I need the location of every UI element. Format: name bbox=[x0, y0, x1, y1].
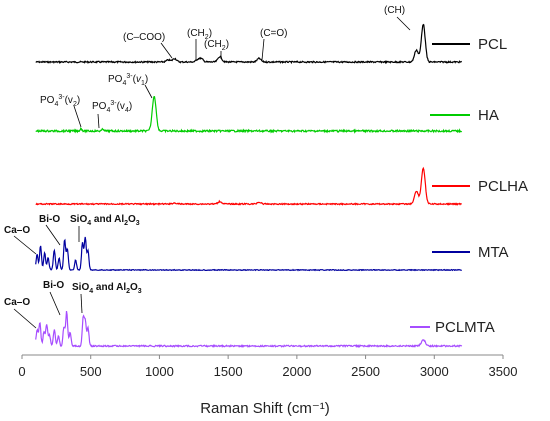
annotation-pcl-c-o: (C=O) bbox=[260, 28, 288, 39]
annotation-pclmta-sio4-al2o3: SiO4 and Al2O3 bbox=[72, 282, 142, 295]
series-line-ha bbox=[35, 96, 463, 134]
x-tick-label: 1000 bbox=[145, 364, 174, 379]
annotation-pclmta-bi-o: Bi-O bbox=[43, 280, 64, 291]
legend-label-ha: HA bbox=[478, 107, 499, 124]
x-tick-label: 2000 bbox=[282, 364, 311, 379]
legend-label-pclmta: PCLMTA bbox=[435, 319, 495, 336]
annotations: (C–COO) (CH2) (CH2) (C=O) (CH) PO43-(v1)… bbox=[4, 5, 411, 329]
annotation-mta-ca-o: Ca–O bbox=[4, 225, 30, 236]
annotation-pcl-c-coo: (C–COO) bbox=[123, 32, 165, 43]
x-tick-label: 1500 bbox=[214, 364, 243, 379]
x-tick-label: 3000 bbox=[420, 364, 449, 379]
annotation-pcl-ch2-1: (CH2) bbox=[187, 28, 212, 41]
annotation-mta-sio4-al2o3: SiO4 and Al2O3 bbox=[70, 214, 140, 227]
x-tick-label: 0 bbox=[18, 364, 25, 379]
legend-label-pcl: PCL bbox=[478, 36, 507, 53]
annotation-mta-bi-o: Bi-O bbox=[39, 214, 60, 225]
annotation-pcl-ch2-2: (CH2) bbox=[204, 39, 229, 52]
x-axis-label: Raman Shift (cm⁻¹) bbox=[200, 400, 330, 417]
legend-label-mta: MTA bbox=[478, 244, 509, 261]
x-tick-label: 500 bbox=[80, 364, 102, 379]
annotation-pcl-ch: (CH) bbox=[384, 5, 405, 16]
series-line-mta bbox=[35, 236, 462, 272]
annotation-ha-v2: PO43-(v2) bbox=[40, 94, 80, 108]
annotation-ha-v1: PO43-(v1) bbox=[108, 73, 148, 87]
annotation-pclmta-ca-o: Ca–O bbox=[4, 297, 30, 308]
x-axis-ticks: 0 500 1000 1500 2000 2500 3000 3500 bbox=[18, 355, 517, 379]
series-line-pcl bbox=[35, 23, 462, 65]
annotation-ha-v4: PO43-(v4) bbox=[92, 100, 132, 114]
traces bbox=[35, 23, 463, 349]
legend-label-pclha: PCLHA bbox=[478, 178, 528, 195]
series-line-pclmta bbox=[35, 311, 463, 349]
series-line-pclha bbox=[35, 166, 462, 206]
x-tick-label: 2500 bbox=[351, 364, 380, 379]
x-tick-label: 3500 bbox=[489, 364, 518, 379]
